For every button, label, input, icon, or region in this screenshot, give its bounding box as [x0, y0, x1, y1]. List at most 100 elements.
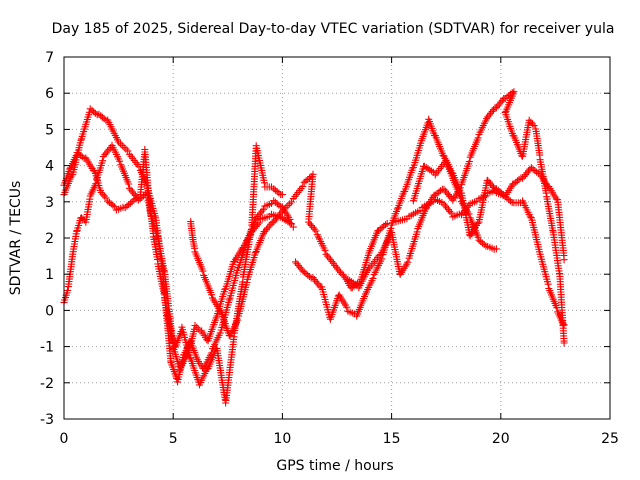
data-point — [225, 296, 233, 304]
data-point — [243, 279, 251, 286]
y-tick-label: -3 — [40, 412, 54, 428]
x-tick-label: 10 — [273, 431, 291, 447]
data-point — [126, 199, 134, 207]
data-point — [505, 196, 513, 204]
data-layer — [60, 88, 568, 407]
y-tick-label: 3 — [45, 195, 54, 211]
data-point — [475, 236, 483, 244]
data-point — [288, 198, 295, 206]
data-point — [260, 205, 267, 213]
data-point — [479, 239, 486, 247]
data-point — [99, 157, 107, 165]
data-point — [100, 192, 108, 200]
data-point — [501, 193, 509, 201]
x-tick-label: 25 — [601, 431, 619, 447]
data-point — [513, 177, 521, 185]
data-point — [446, 207, 454, 215]
x-axis-label: GPS time / hours — [276, 458, 393, 474]
data-point — [122, 145, 130, 153]
data-point — [447, 209, 455, 217]
series-track-4 — [187, 170, 391, 340]
data-point — [273, 200, 281, 208]
data-point — [501, 95, 509, 102]
data-point — [77, 136, 85, 144]
y-tick-label: -2 — [40, 376, 54, 392]
data-point — [544, 280, 552, 288]
y-tick-label: 2 — [45, 231, 54, 247]
data-point — [492, 245, 500, 253]
data-point — [552, 195, 560, 203]
series-track-3 — [60, 142, 286, 407]
plot-frame — [63, 56, 611, 420]
y-tick-label: 1 — [45, 267, 54, 283]
data-point — [64, 287, 72, 294]
y-tick-label: 6 — [45, 86, 54, 102]
data-point — [560, 256, 568, 264]
data-point — [191, 322, 199, 329]
data-point — [529, 120, 536, 128]
data-point — [116, 157, 124, 165]
data-point — [491, 185, 499, 193]
data-point — [299, 182, 307, 190]
data-point — [484, 176, 492, 184]
data-point — [216, 306, 224, 314]
data-point — [343, 303, 351, 311]
data-point — [531, 167, 539, 175]
data-point — [123, 202, 131, 210]
data-point — [234, 316, 242, 324]
data-point — [474, 233, 482, 241]
y-tick-label: 5 — [45, 122, 54, 138]
data-point — [465, 158, 473, 166]
data-point — [530, 122, 538, 130]
data-point — [378, 224, 386, 232]
x-tick-label: 5 — [169, 431, 178, 447]
data-point — [404, 258, 412, 266]
data-point — [559, 320, 567, 328]
data-point — [124, 147, 132, 155]
data-point — [75, 150, 83, 158]
data-point — [171, 342, 179, 350]
data-point — [88, 106, 96, 114]
y-tick-label: -1 — [40, 340, 54, 356]
y-tick-label: 4 — [45, 159, 54, 175]
data-point — [77, 151, 85, 159]
x-tick-label: 0 — [60, 431, 69, 447]
data-point — [526, 213, 534, 221]
data-point — [474, 219, 482, 227]
chart-title: Day 185 of 2025, Sidereal Day-to-day VTE… — [52, 21, 615, 37]
data-point — [238, 245, 246, 253]
data-point — [90, 108, 98, 116]
data-point — [102, 194, 110, 202]
data-point — [306, 273, 313, 280]
data-point — [560, 339, 568, 347]
data-point — [302, 270, 310, 278]
data-point — [312, 227, 320, 235]
data-point — [252, 249, 259, 257]
data-point — [527, 164, 535, 172]
x-tick-label: 20 — [492, 431, 510, 447]
data-point — [79, 215, 87, 223]
data-point — [393, 205, 401, 213]
y-axis-label: SDTVAR / TECUs — [8, 181, 24, 296]
data-point — [488, 182, 496, 190]
y-tick-label: 7 — [45, 50, 54, 66]
data-point — [199, 267, 207, 275]
data-point — [378, 255, 386, 263]
axis-ticks: 0 5 10 15 20 25 -3 -2 -1 0 1 2 3 4 5 6 7 — [40, 50, 619, 447]
data-point — [435, 188, 443, 196]
data-point — [97, 112, 105, 120]
data-point — [278, 191, 286, 199]
data-point — [255, 219, 263, 227]
data-point — [512, 178, 520, 186]
data-point — [208, 291, 216, 299]
data-point — [273, 188, 281, 196]
data-point — [125, 180, 133, 188]
data-point — [306, 174, 313, 182]
data-point — [216, 329, 224, 337]
series-track-7 — [392, 164, 568, 264]
data-point — [111, 203, 119, 211]
y-tick-label: 0 — [45, 303, 54, 319]
data-point — [105, 145, 113, 153]
data-point — [321, 246, 329, 254]
